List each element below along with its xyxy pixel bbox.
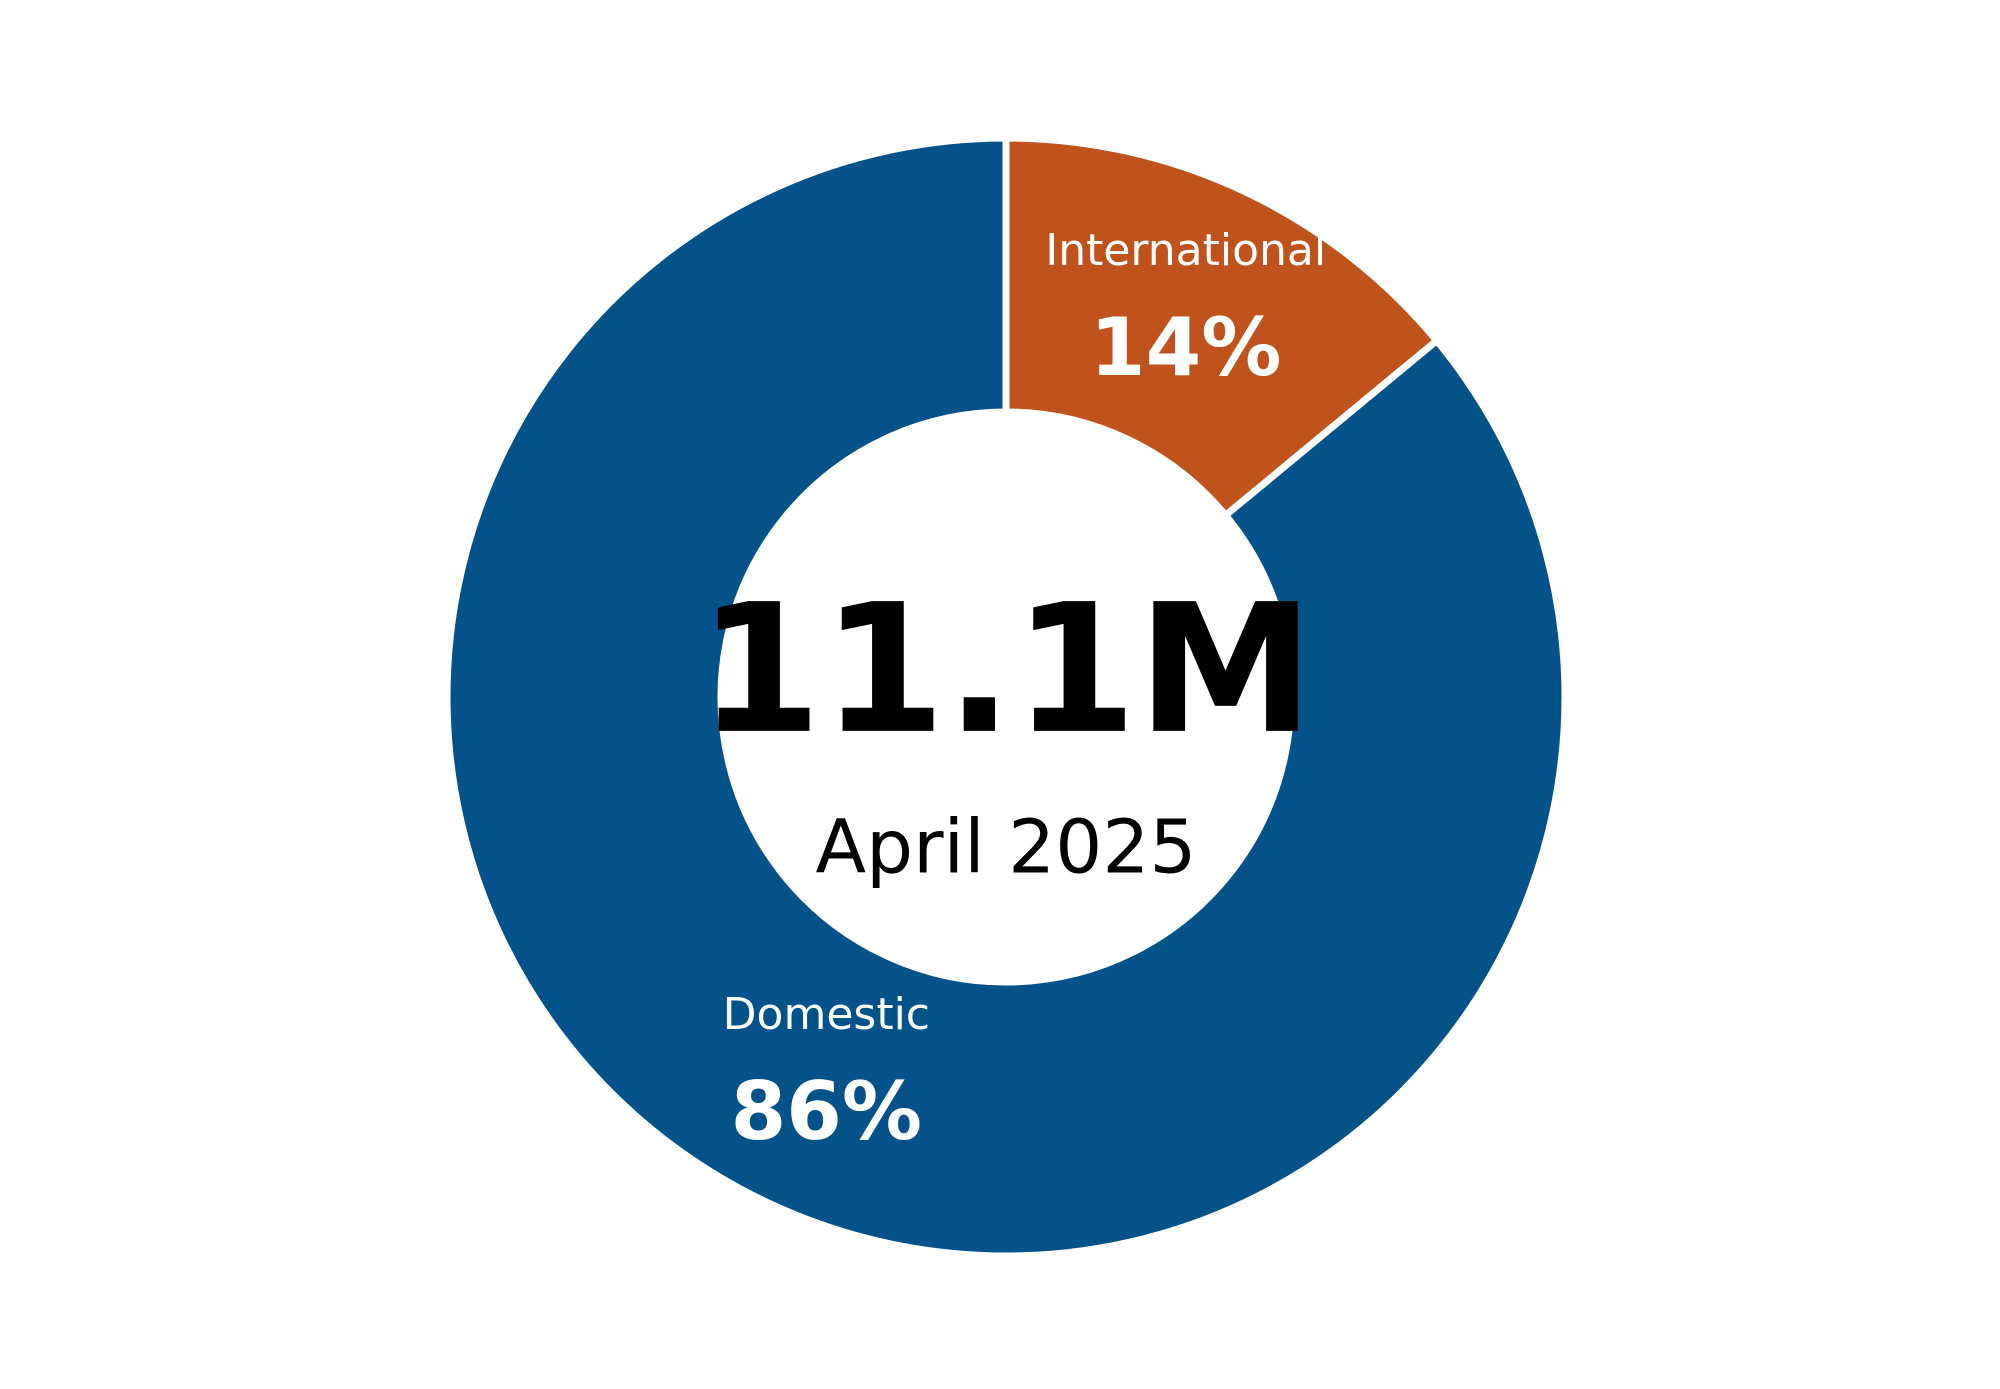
center-date: April 2025 <box>816 805 1197 891</box>
donut-slice <box>1002 134 1442 521</box>
slice-value-label: 86% <box>731 1065 922 1158</box>
donut-slice <box>443 134 1569 1260</box>
slice-value-label: 14% <box>1090 301 1281 394</box>
slice-label: International <box>1045 225 1326 276</box>
center-total: 11.1M <box>698 566 1314 773</box>
slice-label: Domestic <box>723 989 930 1040</box>
slices <box>443 134 1569 1260</box>
